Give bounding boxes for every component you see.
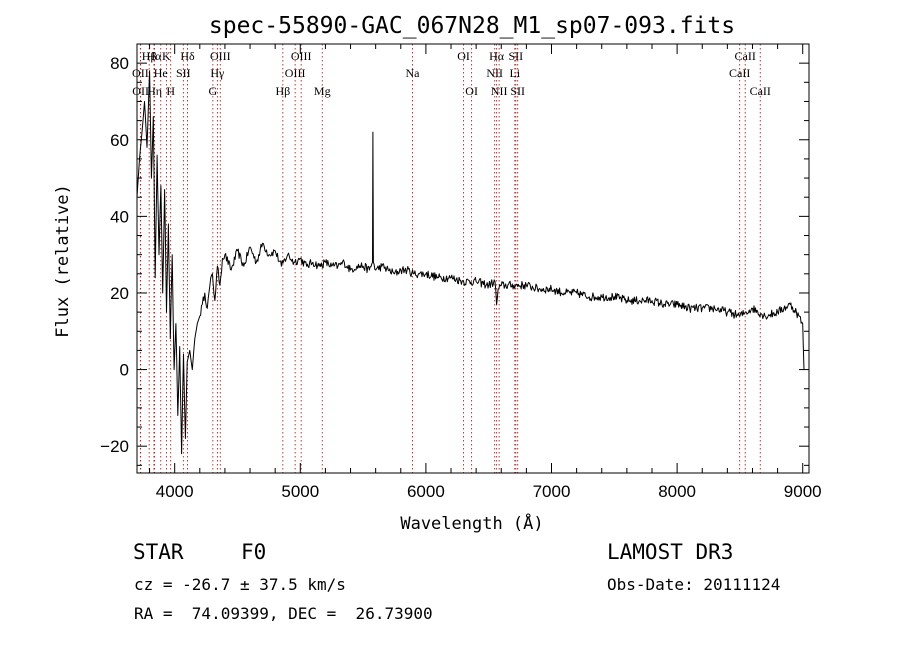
x-tick-label-0: 4000 [156, 482, 194, 501]
survey-name: LAMOST DR3 [607, 540, 734, 564]
line-label-3: Hα [146, 49, 162, 63]
line-label-24: Li [509, 66, 520, 80]
object-class: STAR [133, 540, 184, 564]
line-label-4: He [154, 66, 168, 80]
x-tick-label-5: 9000 [784, 482, 822, 501]
line-label-17: Na [405, 66, 420, 80]
series-line-flux [136, 70, 805, 455]
chart-title: spec-55890-GAC_067N28_M1_sp07-093.fits [209, 13, 735, 39]
y-tick-label-0: −20 [100, 437, 129, 456]
line-label-13: Hβ [275, 84, 290, 98]
line-label-2: OII [132, 84, 149, 98]
y-tick-label-4: 60 [110, 131, 129, 150]
line-label-18: OI [457, 49, 470, 63]
line-label-7: SII [176, 66, 191, 80]
line-label-19: OI [465, 84, 478, 98]
line-label-14: OIII [291, 49, 312, 63]
x-tick-label-1: 5000 [281, 482, 319, 501]
y-tick-label-3: 40 [110, 207, 129, 226]
line-label-9: Hδ [180, 49, 195, 63]
line-label-11: Hγ [210, 66, 225, 80]
line-label-1: OII [132, 66, 149, 80]
y-tick-label-1: 0 [120, 361, 129, 380]
line-label-25: SII [510, 84, 525, 98]
x-tick-label-3: 7000 [533, 482, 571, 501]
line-label-23: SII [508, 49, 523, 63]
line-label-10: OIII [210, 49, 231, 63]
line-label-21: NII [486, 66, 503, 80]
line-label-27: CaII [729, 66, 750, 80]
line-label-22: NII [491, 84, 508, 98]
y-tick-label-5: 80 [110, 54, 129, 73]
y-tick-label-2: 20 [110, 284, 129, 303]
observation-date: Obs-Date: 20111124 [607, 575, 781, 594]
line-label-16: Mg [314, 84, 331, 98]
line-label-15: OIII [285, 66, 306, 80]
x-axis-label: Wavelength (Å) [400, 512, 543, 534]
line-label-0: Hβ [142, 49, 157, 63]
line-label-5: Hη [147, 84, 162, 98]
plot-frame [136, 43, 810, 474]
x-tick-label-4: 8000 [658, 482, 696, 501]
y-axis-label: Flux (relative) [53, 184, 73, 338]
line-label-8: H [166, 84, 175, 98]
line-label-20: Hα [489, 49, 505, 63]
x-tick-label-2: 6000 [407, 482, 445, 501]
line-label-26: CaII [735, 49, 756, 63]
coordinates: RA = 74.09399, DEC = 26.73900 [134, 604, 433, 623]
redshift-velocity: cz = -26.7 ± 37.5 km/s [134, 575, 346, 594]
object-subclass: F0 [241, 540, 267, 564]
line-label-12: G [209, 84, 218, 98]
line-label-28: CaII [750, 84, 771, 98]
line-label-6: K [162, 49, 171, 63]
